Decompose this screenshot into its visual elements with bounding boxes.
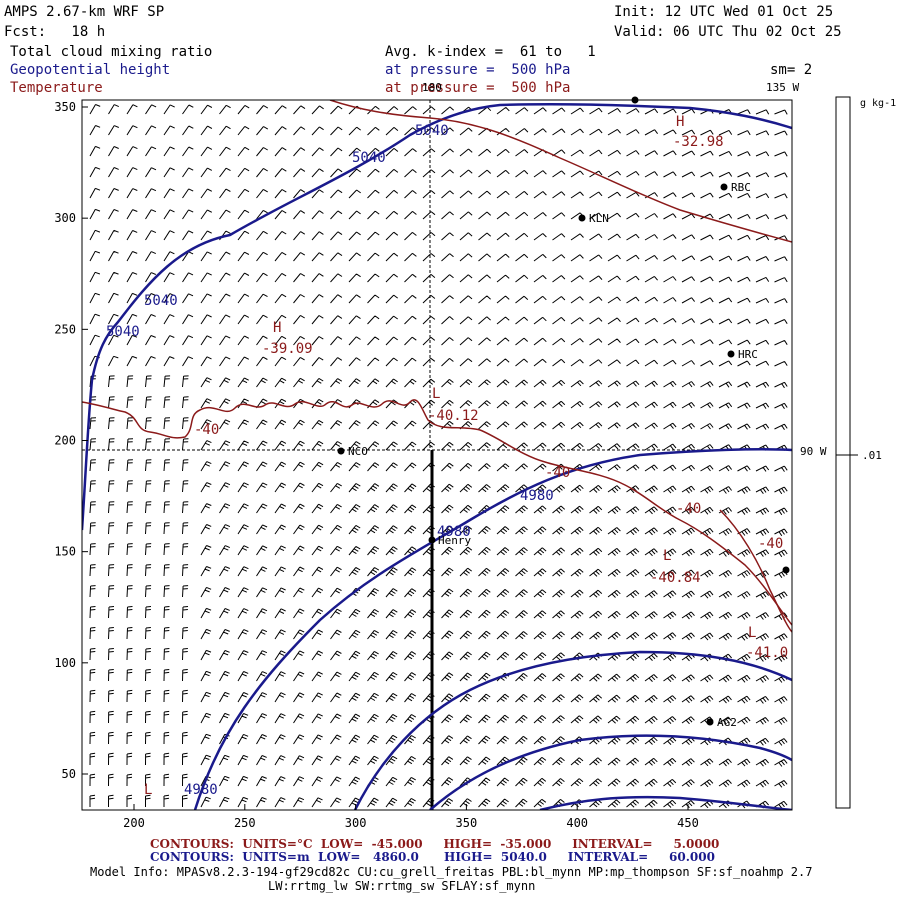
y-tick-label: 250 [54, 322, 76, 336]
y-tick-label: 200 [54, 433, 76, 447]
y-tick-label: 100 [54, 656, 76, 670]
height-label: 5040 [106, 324, 140, 340]
y-tick-label: 50 [62, 767, 76, 781]
temp-low-marker: L [663, 548, 671, 564]
y-tick-label: 350 [54, 100, 76, 114]
height-labels: 5040 5040 5040 5040 4980 4980 4980 [106, 123, 554, 798]
temp-low-marker: L [144, 782, 152, 798]
temp-value: -40.12 [428, 408, 479, 424]
height-label: 5040 [415, 123, 449, 139]
temp-value: -32.98 [673, 134, 724, 150]
y-tick-label: 150 [54, 545, 76, 559]
wind-barb-path [89, 104, 788, 809]
meridian-labels: 180 135 W 90 W [422, 81, 827, 458]
station-dot [337, 447, 345, 455]
smoothing-label: sm= 2 [770, 62, 813, 78]
meridian-label-180: 180 [422, 81, 442, 94]
wind-barbs [89, 104, 788, 809]
station-label: RBC [731, 181, 751, 194]
colorbar-value: .01 [862, 449, 882, 462]
temperature-contours [82, 100, 792, 633]
init-time: Init: 12 UTC Wed 01 Oct 25 [614, 4, 834, 20]
station-dot [706, 718, 714, 726]
height-contours [82, 102, 792, 810]
model-info: Model Info: MPASv8.2.3-194-gf29cd82c CU:… [90, 865, 813, 879]
pressure-temp: at pressure = 500 hPa [385, 80, 571, 96]
x-tick-label: 300 [345, 816, 367, 830]
meridian-label-135w: 135 W [766, 81, 799, 94]
station-label: HRC [738, 348, 758, 361]
temp-contour-info: CONTOURS: UNITS=°C LOW= -45.000 HIGH= -3… [150, 837, 720, 851]
colorbar [835, 96, 851, 809]
height-label: 4980 [520, 488, 554, 504]
field-height-label: Geopotential height [10, 62, 171, 78]
height-label: 4980 [184, 782, 218, 798]
temp-contour-label: -40 [545, 465, 570, 481]
stations: RBC KLN HRC NCO Henry AG2 [337, 96, 790, 729]
station-dot [782, 566, 790, 574]
avg-k-index: Avg. k-index = 61 to 1 [385, 44, 596, 60]
height-label: 5040 [352, 150, 386, 166]
meridian-label-90w: 90 W [800, 445, 827, 458]
colorbar-unit: g kg-1 [860, 98, 896, 109]
x-tick-label: 450 [677, 816, 699, 830]
temp-contour-label: -40 [676, 501, 701, 517]
temp-value: -40.84 [650, 570, 701, 586]
station-dot [428, 536, 436, 544]
station-dot [720, 183, 728, 191]
model-title: AMPS 2.67-km WRF SP [4, 4, 165, 20]
height-label: 4980 [437, 524, 471, 540]
y-axis: 350 300 250 200 150 100 50 [54, 100, 88, 781]
plot-frame [81, 99, 793, 811]
temp-value: -39.09 [262, 341, 313, 357]
station-label: AG2 [717, 716, 737, 729]
field-temp-label: Temperature [10, 80, 103, 96]
model-info-2: LW:rrtmg_lw SW:rrtmg_sw SFLAY:sf_mynn [268, 879, 536, 893]
temp-low-marker: L [748, 625, 756, 641]
temp-low-marker: L [432, 386, 440, 402]
station-label: NCO [348, 445, 368, 458]
valid-time: Valid: 06 UTC Thu 02 Oct 25 [614, 24, 842, 40]
field-cloud-label: Total cloud mixing ratio [10, 44, 213, 60]
x-tick-label: 400 [566, 816, 588, 830]
station-label: Henry [438, 534, 471, 547]
temp-high-marker: H [273, 320, 281, 336]
meridian-lines [82, 100, 792, 451]
station-dot [727, 350, 735, 358]
x-tick-label: 350 [456, 816, 478, 830]
temp-contour-label: -40 [758, 536, 783, 552]
height-label: 5040 [144, 293, 178, 309]
x-axis: 200 250 300 350 400 450 [123, 804, 699, 830]
temp-contour-label: -40 [194, 422, 219, 438]
forecast-hour: Fcst: 18 h [4, 24, 106, 40]
temp-high-marker: H [676, 114, 684, 130]
height-contour-info: CONTOURS: UNITS=m LOW= 4860.0 HIGH= 5040… [150, 850, 715, 864]
station-label: KLN [589, 212, 609, 225]
x-tick-label: 250 [234, 816, 256, 830]
station-dot [578, 214, 586, 222]
y-tick-label: 300 [54, 211, 76, 225]
temperature-labels: H -32.98 H -39.09 L -40.12 -40 -40 -40 -… [144, 114, 788, 798]
temp-value: -41.0 [746, 645, 788, 661]
pressure-height: at pressure = 500 hPa [385, 62, 571, 78]
x-tick-label: 200 [123, 816, 145, 830]
station-dot [631, 96, 639, 104]
